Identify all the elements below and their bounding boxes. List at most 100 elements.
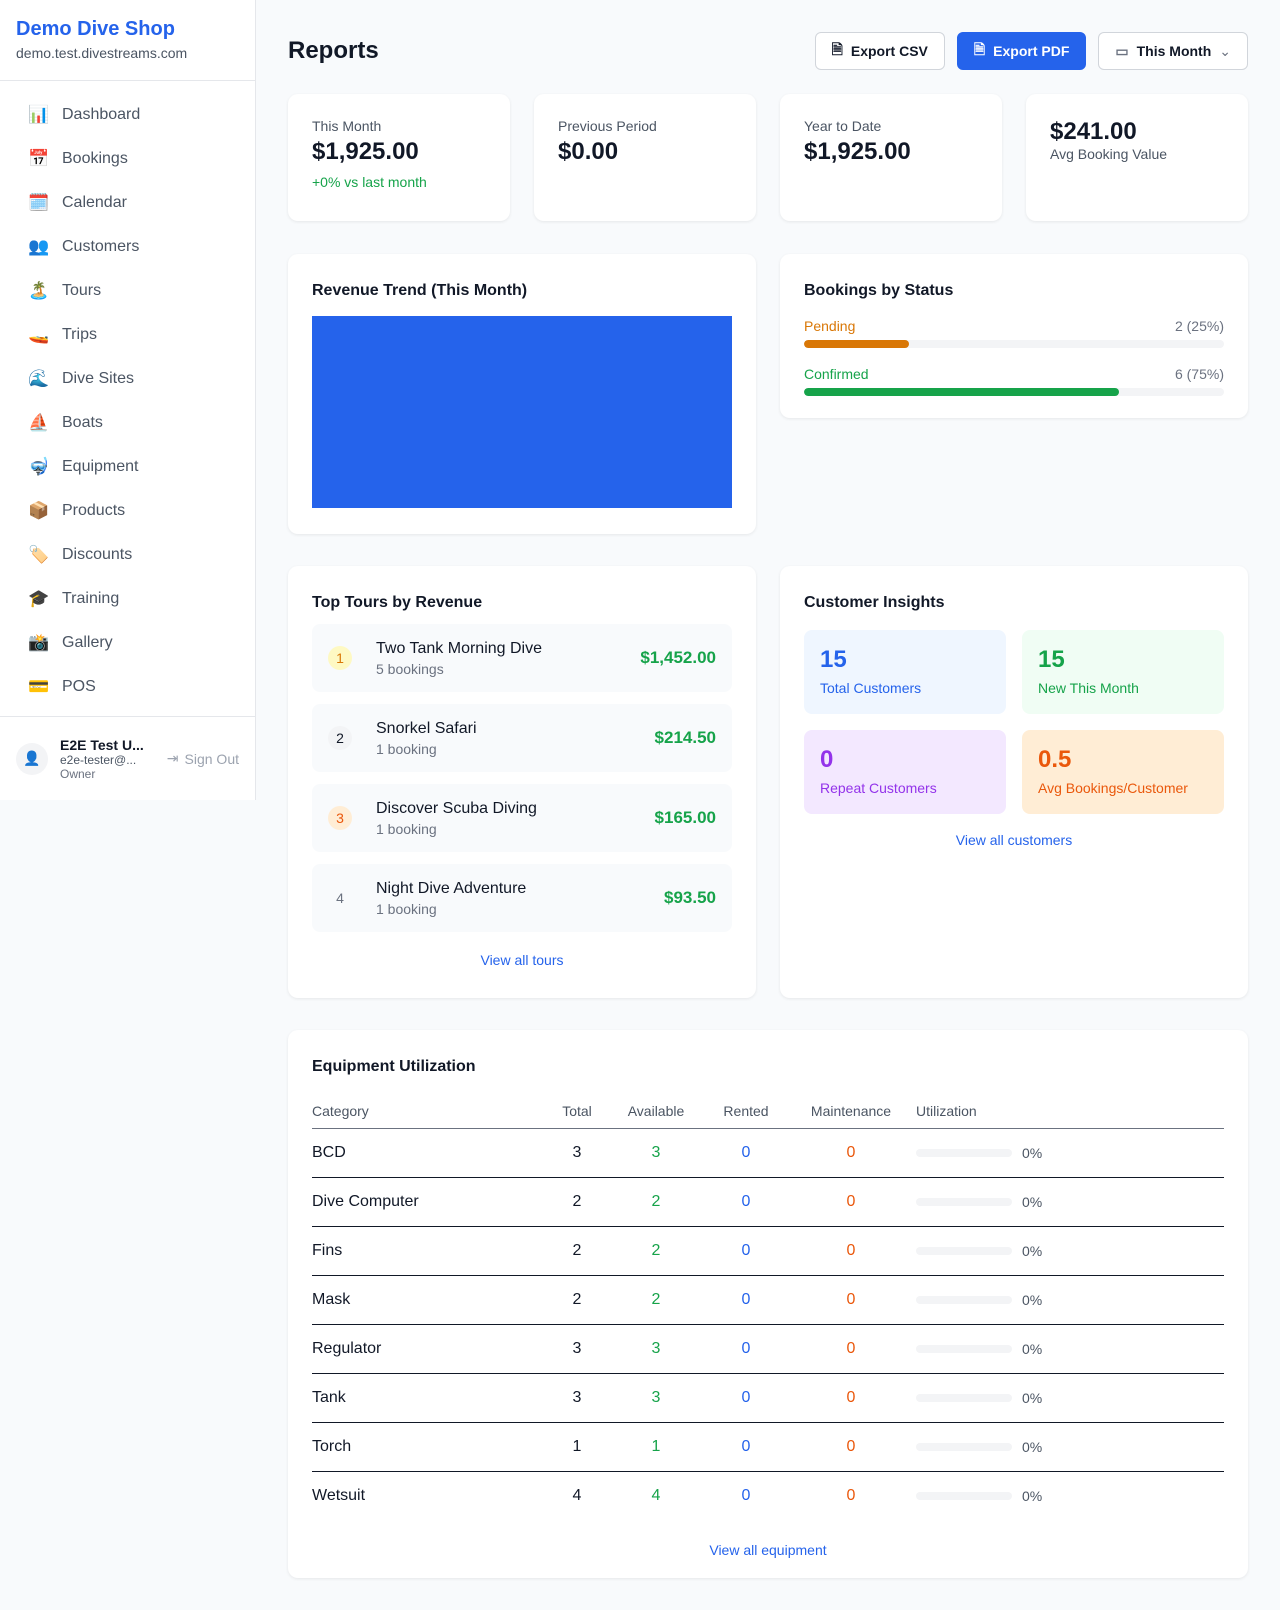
table-row: BCD 3 3 0 0 0% xyxy=(312,1128,1224,1178)
tour-name: Two Tank Morning Dive xyxy=(376,639,542,657)
cell-utilization: 0% xyxy=(916,1275,1224,1325)
export-pdf-label: Export PDF xyxy=(993,43,1070,59)
sidebar-item-boats[interactable]: ⛵ Boats xyxy=(16,401,239,445)
utilization-percent: 0% xyxy=(1022,1291,1043,1308)
shop-name[interactable]: Demo Dive Shop xyxy=(16,18,175,40)
sidebar-item-label: POS xyxy=(62,678,96,695)
revenue-chart xyxy=(312,316,732,508)
file-download-icon: 🗎 xyxy=(973,41,986,57)
cell-maintenance: 0 xyxy=(786,1422,916,1472)
stat-value: $241.00 xyxy=(1050,118,1137,145)
stat-value: $1,925.00 xyxy=(804,138,911,165)
sidebar-item-products[interactable]: 📦 Products xyxy=(16,489,239,533)
column-header: Total xyxy=(548,1094,606,1129)
cell-utilization: 0% xyxy=(916,1226,1224,1276)
sidebar-item-gallery[interactable]: 📸 Gallery xyxy=(16,621,239,665)
view-all-customers-link[interactable]: View all customers xyxy=(955,832,1073,848)
calendar-icon: ▭ xyxy=(1115,42,1129,59)
stat-year-to-date: Year to Date $1,925.00 xyxy=(780,94,1002,221)
status-value: 2 (25%) xyxy=(1174,318,1224,334)
sidebar-item-dive-sites[interactable]: 🌊 Dive Sites xyxy=(16,357,239,401)
column-header: Maintenance xyxy=(786,1094,916,1129)
bookings-icon: 📅 xyxy=(28,149,50,168)
trips-icon: 🚤 xyxy=(28,325,50,344)
cell-maintenance: 0 xyxy=(786,1275,916,1325)
view-all-equipment-link[interactable]: View all equipment xyxy=(709,1542,827,1558)
sidebar-item-discounts[interactable]: 🏷️ Discounts xyxy=(16,533,239,577)
sidebar-item-customers[interactable]: 👥 Customers xyxy=(16,225,239,269)
column-header: Category xyxy=(312,1094,548,1129)
export-csv-button[interactable]: 🗎 Export CSV xyxy=(814,32,945,70)
pos-icon: 💳 xyxy=(28,677,50,696)
sidebar-item-label: Products xyxy=(62,502,126,519)
cell-maintenance: 0 xyxy=(846,1486,856,1504)
tour-bookings: 1 booking xyxy=(376,900,437,917)
insight-new-this-month: 15 New This Month xyxy=(1022,630,1224,714)
shop-domain: demo.test.divestreams.com xyxy=(16,45,188,61)
utilization-percent: 0% xyxy=(1022,1340,1043,1357)
sidebar-item-label: Training xyxy=(62,590,120,607)
gallery-icon: 📸 xyxy=(28,633,50,652)
user-panel: 👤 E2E Test U... e2e-tester@... Owner ⇥ Si… xyxy=(0,716,255,800)
revenue-trend-card: Revenue Trend (This Month) xyxy=(288,254,756,534)
stat-value: $1,925.00 xyxy=(312,138,419,165)
utilization-percent: 0% xyxy=(1022,1389,1043,1406)
table-row: Wetsuit 4 4 0 0 0% xyxy=(312,1471,1224,1520)
stat-avg-booking: $241.00 Avg Booking Value xyxy=(1026,94,1248,221)
utilization-bar xyxy=(916,1491,1012,1500)
cell-maintenance: 0 xyxy=(786,1128,916,1178)
brand: Demo Dive Shop demo.test.divestreams.com xyxy=(0,0,255,81)
insight-value: 15 xyxy=(1038,646,1065,673)
sidebar-item-training[interactable]: 🎓 Training xyxy=(16,577,239,621)
rank-badge: 2 xyxy=(328,726,352,750)
sidebar-item-tours[interactable]: 🏝️ Tours xyxy=(16,269,239,313)
status-bar-fill xyxy=(804,340,909,348)
tour-name: Snorkel Safari xyxy=(376,719,477,737)
utilization-percent: 0% xyxy=(1022,1438,1043,1455)
card-title: Equipment Utilization xyxy=(312,1058,476,1075)
sidebar-item-pos[interactable]: 💳 POS xyxy=(16,665,239,709)
sidebar-item-equipment[interactable]: 🤿 Equipment xyxy=(16,445,239,489)
tour-item[interactable]: 1 Two Tank Morning Dive 5 bookings $1,452.0… xyxy=(312,624,732,692)
export-csv-label: Export CSV xyxy=(850,43,928,59)
table-row: Regulator 3 3 0 0 0% xyxy=(312,1324,1224,1374)
tour-item[interactable]: 3 Discover Scuba Diving 1 booking $165.00 xyxy=(312,784,732,852)
tour-item[interactable]: 4 Night Dive Adventure 1 booking $93.50 xyxy=(312,864,732,932)
sidebar: Demo Dive Shop demo.test.divestreams.com… xyxy=(0,0,256,800)
sidebar-item-label: Discounts xyxy=(62,546,133,563)
period-select[interactable]: ▭ This Month ⌄ xyxy=(1098,32,1248,70)
insight-repeat-customers: 0 Repeat Customers xyxy=(804,730,1006,814)
cell-category: BCD xyxy=(312,1128,548,1178)
page-header: Reports 🗎 Export CSV 🗎 Export PDF ▭ This Mo… xyxy=(288,32,1248,70)
stat-label: Year to Date xyxy=(804,118,882,134)
sign-out-button[interactable]: ⇥ Sign Out xyxy=(167,750,239,767)
cell-maintenance: 0 xyxy=(786,1373,916,1423)
tour-revenue: $1,452.00 xyxy=(640,648,716,667)
utilization-bar xyxy=(916,1148,1012,1157)
sidebar-item-trips[interactable]: 🚤 Trips xyxy=(16,313,239,357)
sidebar-item-bookings[interactable]: 📅 Bookings xyxy=(16,137,239,181)
cell-category: Mask xyxy=(312,1275,548,1325)
sidebar-item-label: Boats xyxy=(62,414,103,431)
utilization-percent: 0% xyxy=(1022,1144,1043,1161)
products-icon: 📦 xyxy=(28,501,50,520)
status-bar-fill xyxy=(804,388,1119,396)
sidebar-item-label: Dive Sites xyxy=(62,370,135,387)
tour-item[interactable]: 2 Snorkel Safari 1 booking $214.50 xyxy=(312,704,732,772)
bookings-status-card: Bookings by Status Pending 2 (25%) Confirm… xyxy=(780,254,1248,418)
user-name: E2E Test U... xyxy=(60,736,144,753)
view-all-tours-link[interactable]: View all tours xyxy=(480,952,564,968)
sidebar-item-dashboard[interactable]: 📊 Dashboard xyxy=(16,93,239,137)
cell-available: 2 xyxy=(606,1177,706,1227)
utilization-percent: 0% xyxy=(1022,1193,1043,1210)
insight-label: Avg Bookings/Customer xyxy=(1038,780,1188,796)
sidebar-item-calendar[interactable]: 🗓️ Calendar xyxy=(16,181,239,225)
insight-value: 0.5 xyxy=(1038,746,1072,773)
stat-label: Previous Period xyxy=(558,118,657,134)
equipment-utilization-card: Equipment Utilization Category Total Avail… xyxy=(288,1030,1248,1578)
equipment-table: Category Total Available Rented Maintenance U… xyxy=(312,1094,1224,1520)
table-row: Mask 2 2 0 0 0% xyxy=(312,1275,1224,1325)
cell-utilization: 0% xyxy=(916,1324,1224,1374)
export-pdf-button[interactable]: 🗎 Export PDF xyxy=(956,32,1087,70)
table-row: Dive Computer 2 2 0 0 0% xyxy=(312,1177,1224,1227)
